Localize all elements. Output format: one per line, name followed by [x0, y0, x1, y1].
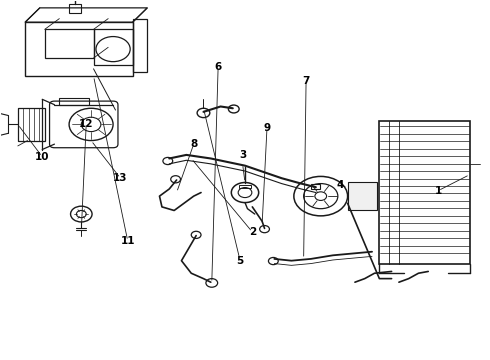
Text: 2: 2: [249, 227, 256, 237]
Bar: [239, 185, 251, 188]
Bar: [133, 19, 147, 72]
Text: 4: 4: [337, 180, 344, 190]
Bar: [45, 30, 94, 58]
Text: 10: 10: [35, 152, 49, 162]
Text: 6: 6: [215, 62, 222, 72]
Text: 11: 11: [121, 236, 135, 246]
Bar: [94, 30, 133, 65]
Text: 12: 12: [79, 120, 94, 129]
Bar: [59, 98, 89, 105]
Bar: [18, 108, 45, 140]
Text: 13: 13: [113, 173, 128, 183]
Text: 1: 1: [434, 186, 441, 196]
Bar: [69, 4, 81, 13]
Text: 9: 9: [264, 123, 270, 133]
Text: 5: 5: [237, 256, 244, 266]
Bar: [25, 22, 133, 76]
Text: 8: 8: [190, 139, 197, 149]
Bar: [347, 182, 377, 211]
Bar: [311, 184, 320, 189]
Text: 3: 3: [239, 150, 246, 160]
Text: 7: 7: [302, 76, 310, 86]
Bar: [379, 121, 470, 264]
